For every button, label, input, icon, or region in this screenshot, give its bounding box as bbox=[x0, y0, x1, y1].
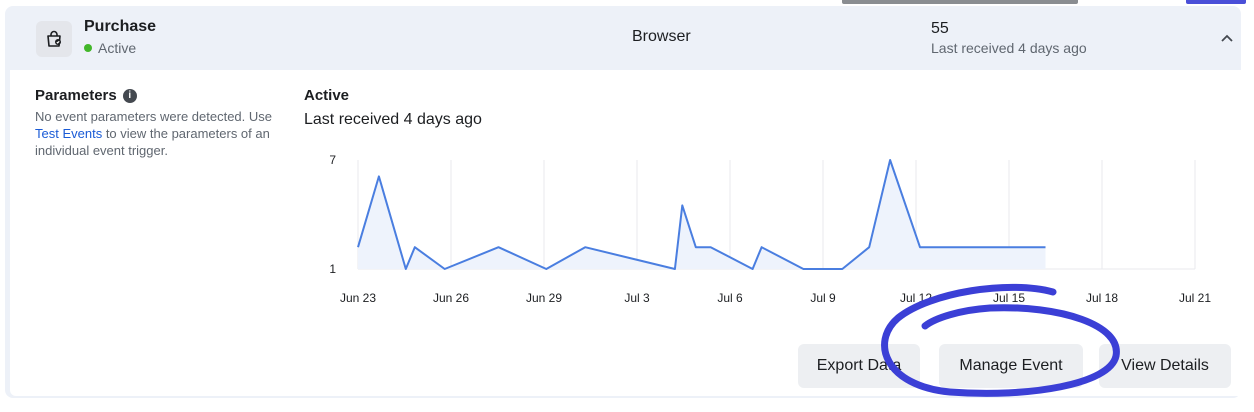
event-name: Purchase bbox=[84, 18, 157, 35]
manage-event-button[interactable]: Manage Event bbox=[939, 344, 1083, 388]
chart-status: Active bbox=[304, 87, 350, 104]
params-desc-after: to view the parameters of an individual … bbox=[35, 126, 270, 158]
x-tick-label: Jul 12 bbox=[900, 291, 932, 305]
x-tick-label: Jul 3 bbox=[624, 291, 650, 305]
parameters-description: No event parameters were detected. Use T… bbox=[35, 108, 280, 159]
previous-item-edge bbox=[842, 0, 1078, 4]
x-tick-label: Jul 9 bbox=[810, 291, 836, 305]
x-tick-label: Jun 29 bbox=[526, 291, 562, 305]
info-icon[interactable]: i bbox=[122, 88, 137, 103]
status-dot bbox=[84, 44, 92, 52]
params-desc-before: No event parameters were detected. Use bbox=[35, 109, 273, 124]
event-details-panel: Parameters i No event parameters were de… bbox=[10, 70, 1244, 396]
x-tick-label: Jun 23 bbox=[340, 291, 376, 305]
top-strip bbox=[0, 0, 1254, 8]
x-tick-label: Jul 21 bbox=[1179, 291, 1211, 305]
event-status: Active bbox=[84, 40, 136, 56]
x-tick-label: Jun 26 bbox=[433, 291, 469, 305]
y-tick-label: 7 bbox=[329, 153, 336, 167]
view-details-button[interactable]: View Details bbox=[1099, 344, 1231, 388]
test-events-link[interactable]: Test Events bbox=[35, 126, 103, 141]
x-tick-label: Jul 15 bbox=[993, 291, 1025, 305]
series-line bbox=[357, 159, 1046, 270]
shopping-bag-icon bbox=[36, 21, 72, 57]
chart-subtitle: Last received 4 days ago bbox=[304, 111, 482, 128]
event-header[interactable]: Purchase Active Browser 55 Last received… bbox=[5, 6, 1241, 70]
chevron-up-icon[interactable] bbox=[1217, 28, 1237, 48]
selection-indicator bbox=[1186, 0, 1246, 4]
parameters-title: Parameters bbox=[35, 87, 117, 104]
export-data-button[interactable]: Export Data bbox=[798, 344, 920, 388]
y-tick-label: 1 bbox=[329, 262, 336, 276]
x-tick-label: Jul 6 bbox=[717, 291, 743, 305]
x-tick-label: Jul 18 bbox=[1086, 291, 1118, 305]
series-area bbox=[358, 160, 1046, 269]
event-source: Browser bbox=[632, 28, 691, 45]
parameters-heading: Parameters i bbox=[35, 87, 137, 104]
last-received: Last received 4 days ago bbox=[931, 40, 1087, 56]
status-label: Active bbox=[98, 40, 137, 56]
event-count: 55 bbox=[931, 20, 949, 37]
event-card: Purchase Active Browser 55 Last received… bbox=[5, 6, 1244, 398]
